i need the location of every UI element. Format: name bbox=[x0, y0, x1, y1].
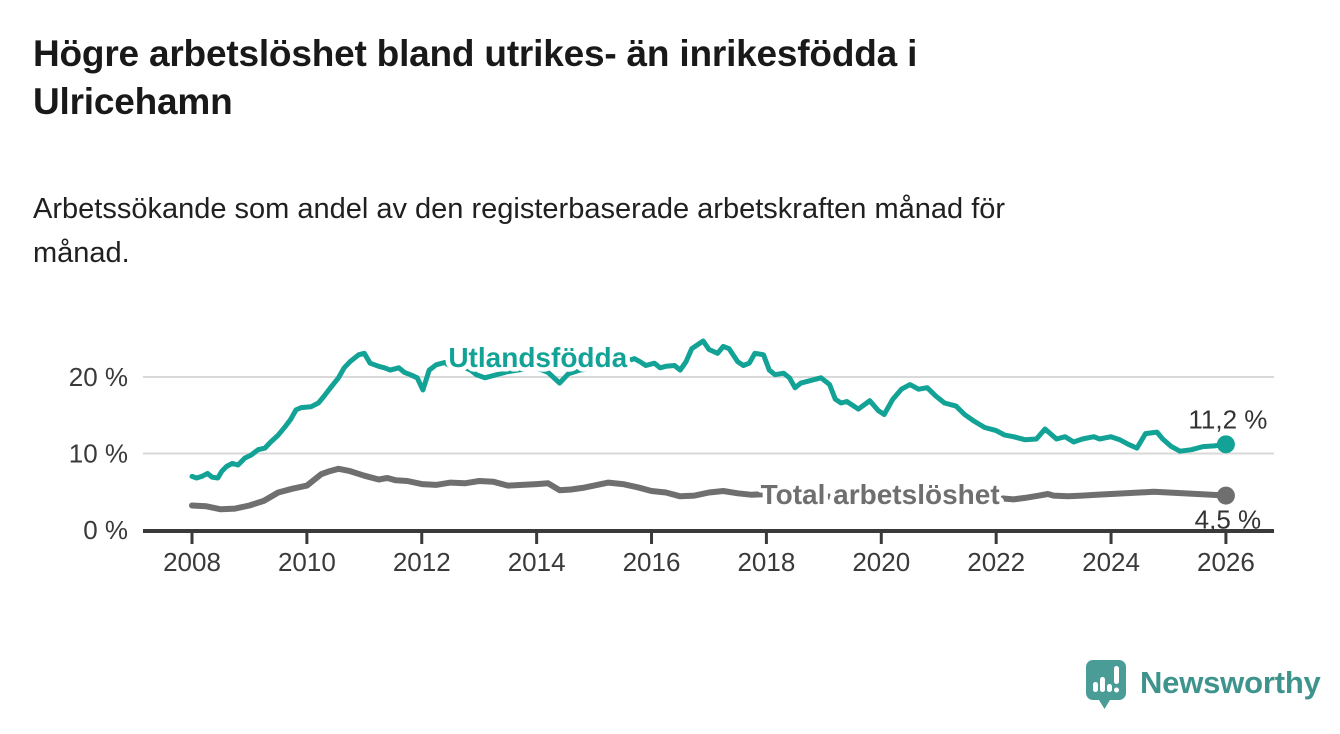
series-line-0 bbox=[189, 338, 1229, 481]
y-tick-label-0: 0 % bbox=[83, 515, 128, 545]
page-subtitle-line-2: månad. bbox=[33, 237, 130, 269]
page-title-line-1: Högre arbetslöshet bland utrikes- än inr… bbox=[33, 33, 918, 74]
x-tick-label-2026: 2026 bbox=[1197, 547, 1255, 577]
x-tick-label-2014: 2014 bbox=[508, 547, 566, 577]
page-title: Högre arbetslöshet bland utrikes- än inr… bbox=[33, 30, 917, 126]
series-end-value-label-0: 11,2 % bbox=[1188, 404, 1267, 434]
speech-bubble-shape bbox=[1086, 660, 1126, 709]
newsworthy-logo-text: Newsworthy bbox=[1140, 665, 1321, 700]
series-label-0: Utlandsfödda bbox=[448, 342, 627, 373]
x-tick-label-2010: 2010 bbox=[278, 547, 336, 577]
bar-chart-glyph bbox=[1093, 666, 1119, 693]
page-subtitle-line-1: Arbetssökande som andel av den registerb… bbox=[33, 193, 1006, 225]
newsworthy-logo: Newsworthy bbox=[1084, 655, 1321, 711]
newsworthy-logo-icon bbox=[1086, 660, 1126, 709]
x-tick-label-2008: 2008 bbox=[163, 547, 221, 577]
y-tick-label-20: 20 % bbox=[69, 362, 128, 392]
x-tick-label-2024: 2024 bbox=[1082, 547, 1140, 577]
page-subtitle: Arbetssökande som andel av den registerb… bbox=[33, 187, 1005, 275]
page-title-line-2: Ulricehamn bbox=[33, 81, 233, 122]
series-line-1 bbox=[189, 465, 1229, 513]
series-end-dot-0 bbox=[1216, 435, 1235, 454]
series-label-1: Total arbetslöshet bbox=[761, 479, 1000, 510]
x-tick-label-2018: 2018 bbox=[737, 547, 795, 577]
series-end-dot-1 bbox=[1216, 486, 1235, 505]
y-tick-label-10: 10 % bbox=[69, 439, 128, 469]
series-end-value-label-1: 4,5 % bbox=[1195, 505, 1262, 535]
x-tick-label-2020: 2020 bbox=[852, 547, 910, 577]
x-tick-label-2022: 2022 bbox=[967, 547, 1025, 577]
x-tick-label-2012: 2012 bbox=[393, 547, 451, 577]
x-tick-label-2016: 2016 bbox=[623, 547, 681, 577]
